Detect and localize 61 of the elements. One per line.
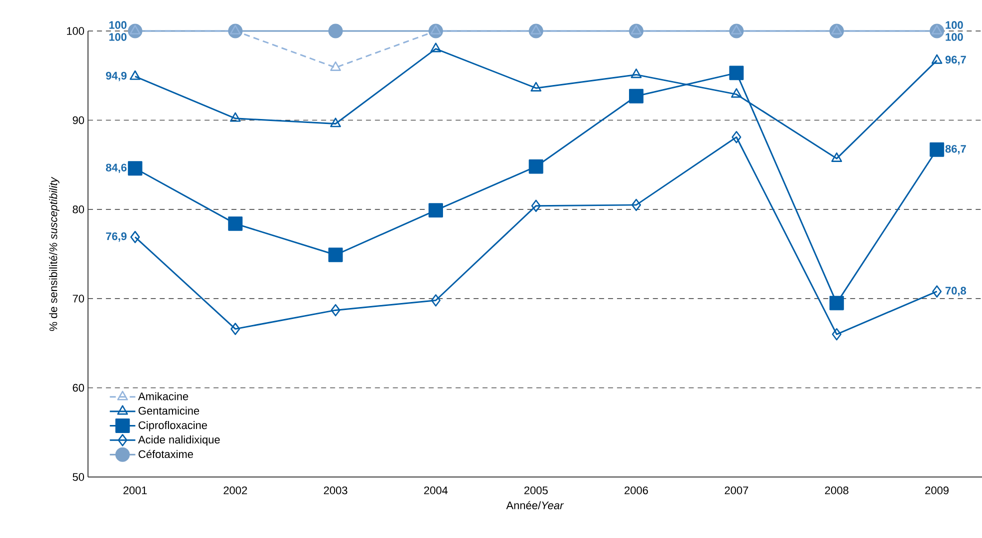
point	[629, 88, 644, 104]
point	[932, 54, 942, 64]
point	[732, 131, 742, 144]
data-label: 94,9	[106, 72, 127, 82]
y-tick-label: 70	[72, 294, 84, 302]
x-tick-label: 2003	[324, 486, 348, 494]
point	[328, 248, 343, 262]
point	[430, 42, 442, 52]
data-label: 100	[946, 21, 963, 29]
data-label: 70,8	[946, 286, 966, 296]
point	[330, 304, 340, 316]
point	[230, 322, 240, 336]
point	[831, 152, 842, 162]
data-label: 100	[109, 21, 126, 29]
x-axis-title: Année/Year	[506, 501, 564, 510]
point	[130, 230, 140, 244]
x-tick-label: 2005	[524, 486, 548, 494]
point	[729, 66, 744, 80]
data-label: 100	[946, 33, 963, 41]
point	[528, 159, 544, 174]
x-tick-label: 2002	[224, 486, 247, 494]
point	[428, 203, 444, 218]
legend-label: Gentamicine	[138, 406, 200, 415]
point	[630, 68, 642, 78]
point	[829, 296, 844, 310]
y-tick-label: 50	[72, 473, 84, 481]
point	[930, 142, 944, 157]
y-tick-label: 90	[72, 116, 84, 124]
y-tick-label: 100	[67, 27, 84, 35]
legend-label: Acide nalidixique	[138, 435, 220, 446]
point	[832, 328, 842, 340]
x-tick-label: 2004	[424, 486, 448, 494]
y-tick-label: 80	[72, 206, 84, 214]
point	[530, 82, 542, 92]
point	[531, 200, 541, 212]
point	[431, 294, 441, 307]
legend-label: Céfotaxime	[138, 450, 194, 458]
x-tick-label: 2001	[123, 486, 147, 494]
point	[228, 216, 243, 231]
y-axis-title: % de sensibilité/% susceptibility	[49, 176, 60, 331]
x-tick-label: 2007	[724, 486, 748, 494]
x-tick-label: 2008	[825, 486, 848, 494]
data-label: 100	[109, 33, 126, 41]
x-tick-label: 2009	[925, 486, 949, 494]
data-label: 86,7	[945, 144, 966, 154]
point	[330, 118, 341, 128]
point	[328, 24, 343, 38]
legend-label: Amikacine	[138, 392, 188, 400]
data-label: 76,9	[106, 232, 127, 242]
point	[330, 61, 341, 71]
y-tick-label: 60	[72, 384, 84, 392]
data-label: 84,6	[106, 164, 127, 174]
legend-label: Ciprofloxacine	[138, 421, 208, 432]
data-label: 96,7	[945, 56, 966, 66]
point	[731, 88, 742, 98]
point	[230, 112, 241, 122]
point	[128, 161, 142, 176]
point	[130, 70, 140, 80]
point	[932, 285, 942, 298]
x-tick-label: 2006	[624, 486, 648, 494]
point	[631, 198, 641, 212]
